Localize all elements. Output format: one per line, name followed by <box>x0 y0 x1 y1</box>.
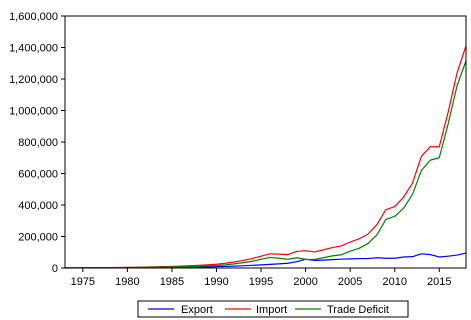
series-line-import <box>64 45 467 269</box>
x-tick-label: 2005 <box>338 276 362 288</box>
x-tick-label: 1980 <box>115 276 139 288</box>
x-tick-label: 2015 <box>427 276 451 288</box>
x-tick-label: 2010 <box>382 276 406 288</box>
y-tick-label: 200,000 <box>18 232 58 244</box>
x-tick-label: 1990 <box>204 276 228 288</box>
legend: Export Import Trade Deficit <box>137 300 409 318</box>
plot-area-frame <box>64 15 467 269</box>
series-line-trade-deficit <box>64 60 467 269</box>
y-tick-label: 0 <box>52 263 58 275</box>
y-tick-label: 1,600,000 <box>9 11 58 23</box>
x-tick-label: 1985 <box>160 276 184 288</box>
y-tick-label: 1,000,000 <box>9 106 58 118</box>
x-tick-label: 1995 <box>249 276 273 288</box>
y-tick-label: 400,000 <box>18 200 58 212</box>
y-tick-label: 1,400,000 <box>9 43 58 55</box>
legend-label-export: Export <box>181 304 213 316</box>
legend-label-import: Import <box>256 304 287 316</box>
x-tick-label: 1975 <box>71 276 95 288</box>
series-layer <box>64 45 467 269</box>
legend-label-trade-deficit: Trade Deficit <box>327 304 389 316</box>
legend-box <box>137 300 409 318</box>
y-tick-label: 1,200,000 <box>9 74 58 86</box>
x-axis: 1975 1980 1985 1990 1995 2000 2005 2010 2015 <box>71 268 452 288</box>
y-tick-label: 600,000 <box>18 169 58 181</box>
x-tick-label: 2000 <box>293 276 317 288</box>
y-axis: 0 200,000 400,000 600,000 800,000 1,000,000 1,… <box>9 11 65 275</box>
y-tick-label: 800,000 <box>18 137 58 149</box>
